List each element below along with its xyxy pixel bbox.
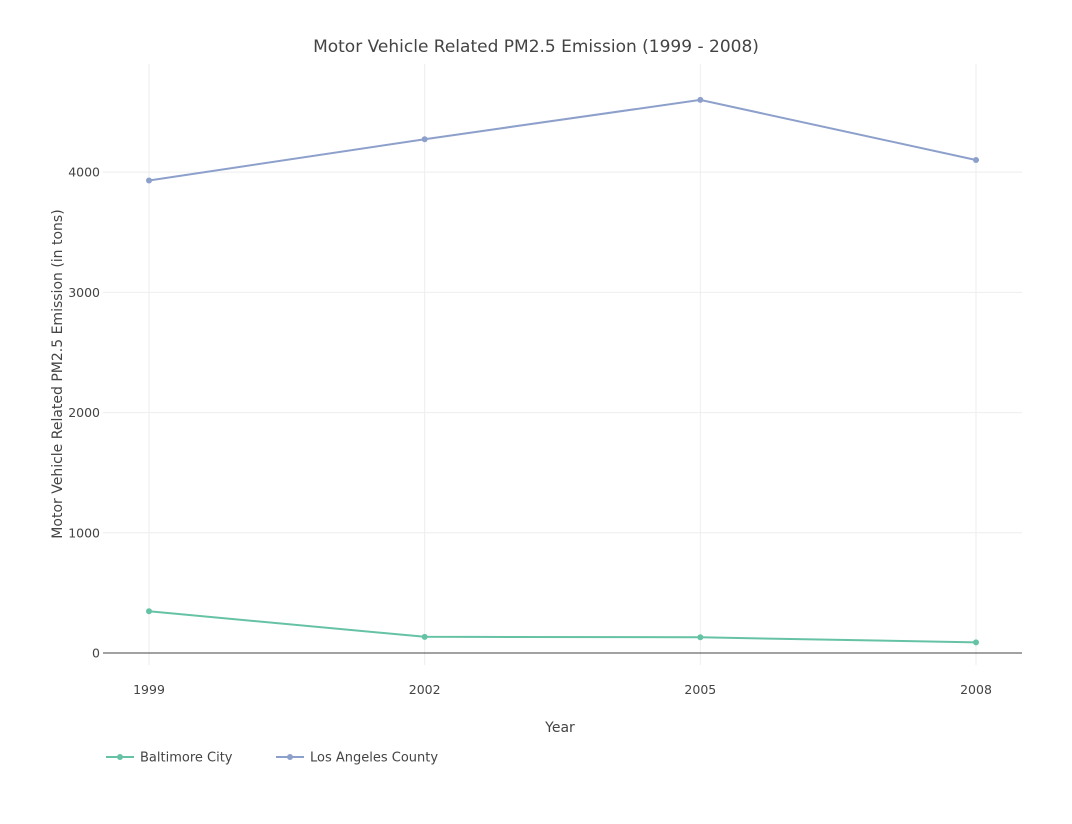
series-points [146, 96, 979, 646]
series-line [148, 98, 977, 182]
series-line [148, 610, 977, 644]
legend[interactable]: Baltimore City Los Angeles County [106, 751, 438, 766]
x-axis-label: Year [544, 720, 575, 736]
data-point[interactable] [973, 157, 979, 164]
series-lines [148, 98, 977, 644]
chart-title: Motor Vehicle Related PM2.5 Emission (19… [313, 37, 759, 57]
legend-swatch-marker [117, 754, 123, 760]
legend-item[interactable]: Los Angeles County [276, 751, 438, 766]
data-point[interactable] [421, 633, 428, 640]
data-point[interactable] [146, 177, 152, 184]
x-tick-label: 2008 [960, 682, 992, 697]
data-point[interactable] [973, 639, 979, 646]
y-tick-label: 4000 [68, 165, 100, 180]
y-axis-label: Motor Vehicle Related PM2.5 Emission (in… [50, 209, 66, 538]
y-tick-label: 0 [92, 645, 100, 660]
legend-label: Los Angeles County [310, 751, 438, 766]
legend-label: Baltimore City [140, 751, 233, 766]
data-point[interactable] [146, 608, 152, 615]
x-tick-label: 2002 [409, 682, 441, 697]
data-point[interactable] [697, 96, 704, 103]
grid-lines [103, 64, 1022, 665]
legend-item[interactable]: Baltimore City [106, 751, 233, 766]
y-tick-labels: 0 1000 2000 3000 4000 [68, 165, 100, 661]
data-point[interactable] [697, 634, 704, 641]
y-tick-label: 2000 [68, 405, 100, 420]
legend-swatch-marker [287, 754, 293, 760]
y-tick-label: 1000 [68, 525, 100, 540]
y-tick-label: 3000 [68, 285, 100, 300]
x-tick-label: 2005 [684, 682, 716, 697]
x-tick-label: 1999 [133, 682, 165, 697]
x-tick-labels: 1999 2002 2005 2008 [133, 682, 992, 697]
data-point[interactable] [421, 136, 428, 143]
